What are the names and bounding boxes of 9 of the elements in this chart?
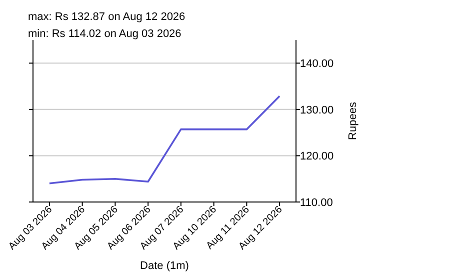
y-axis-title: Rupees bbox=[347, 102, 359, 140]
y-tick-label: 120.00 bbox=[300, 150, 334, 163]
y-tick-label: 140.00 bbox=[300, 58, 334, 70]
y-tick-label: 110.00 bbox=[300, 197, 333, 209]
text: max: Rs 132.87 on Aug 12 2026 bbox=[28, 11, 186, 23]
x-axis-title: Date (1m) bbox=[140, 260, 189, 272]
y-tick-label: 130.00 bbox=[300, 104, 334, 116]
line-series bbox=[48, 95, 280, 184]
text: min: Rs 114.02 on Aug 03 2026 bbox=[28, 28, 182, 40]
